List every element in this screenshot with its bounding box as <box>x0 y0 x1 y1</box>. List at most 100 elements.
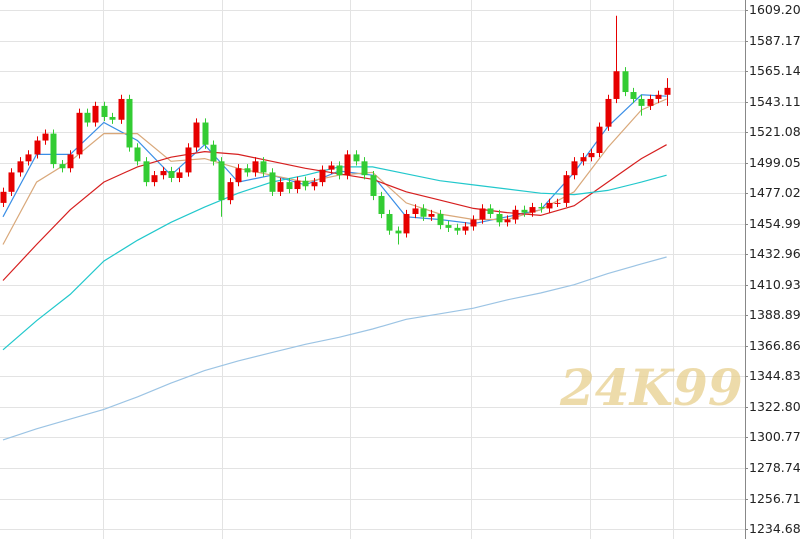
candle-body <box>176 172 183 178</box>
candle-body <box>353 154 360 162</box>
candle-body <box>361 161 368 176</box>
candle-body <box>143 161 150 183</box>
candle-body <box>302 180 309 187</box>
candle-body <box>647 98 654 106</box>
candle-body <box>437 213 444 226</box>
candle-body <box>218 161 225 201</box>
candle-body <box>470 219 477 227</box>
candle-body <box>512 209 519 220</box>
candle-body <box>252 161 259 173</box>
candle-body <box>378 195 385 214</box>
candle-body <box>84 112 91 123</box>
candle-body <box>0 191 7 203</box>
candle-body <box>420 208 427 217</box>
candle-body <box>311 182 318 187</box>
candle-body <box>344 154 351 176</box>
candle-body <box>126 98 133 148</box>
candle-body <box>370 175 377 196</box>
y-tick-label: 1256.71 <box>749 491 801 506</box>
grid <box>0 0 745 539</box>
candle-body <box>454 227 461 231</box>
y-tick-label: 1388.89 <box>749 307 801 322</box>
candle-body <box>546 202 553 209</box>
candle-body <box>151 175 158 183</box>
y-tick-label: 1322.80 <box>749 399 801 414</box>
candle-body <box>34 140 41 155</box>
candle-body <box>277 182 284 192</box>
candle-body <box>529 207 536 213</box>
candle-body <box>588 153 595 158</box>
candle-body <box>445 225 452 228</box>
candle-body <box>571 161 578 176</box>
candle-body <box>17 161 24 173</box>
candle-body <box>193 122 200 148</box>
candle-body <box>50 133 57 165</box>
candle-body <box>67 154 74 169</box>
y-tick-label: 1565.14 <box>749 63 801 78</box>
candle-body <box>202 122 209 145</box>
candle-body <box>118 98 125 120</box>
candle-body <box>260 161 267 173</box>
candle-body <box>42 133 49 141</box>
candle-body <box>655 94 662 99</box>
candle-body <box>403 213 410 234</box>
y-tick-label: 1587.17 <box>749 33 801 48</box>
candle-body <box>504 219 511 223</box>
candle-body <box>8 172 15 192</box>
candle-body <box>563 175 570 203</box>
candle-body <box>596 126 603 154</box>
candle-body <box>269 172 276 192</box>
y-tick-label: 1234.68 <box>749 521 801 536</box>
candle-body <box>160 171 167 176</box>
candle-body <box>580 157 587 162</box>
candle-body <box>487 208 494 214</box>
candle-body <box>630 92 637 99</box>
candle-body <box>210 144 217 162</box>
candle-body <box>328 165 335 170</box>
y-tick-label: 1410.93 <box>749 277 801 292</box>
candle-body <box>664 87 671 95</box>
candle-body <box>521 209 528 213</box>
candle-body <box>227 182 234 201</box>
y-tick-label: 1521.08 <box>749 124 801 139</box>
candle-body <box>613 71 620 99</box>
candle-body <box>286 182 293 190</box>
y-tick-label: 1366.86 <box>749 338 801 353</box>
y-tick-label: 1609.20 <box>749 2 801 17</box>
y-tick-label: 1543.11 <box>749 94 801 109</box>
candle-body <box>319 169 326 183</box>
watermark: 24K99 <box>559 358 743 417</box>
y-tick-label: 1477.02 <box>749 185 801 200</box>
candle-body <box>496 213 503 223</box>
candle-body <box>92 105 99 123</box>
candle-body <box>59 164 66 169</box>
y-tick-label: 1499.05 <box>749 155 801 170</box>
candle-body <box>554 202 561 204</box>
candle-body <box>294 180 301 190</box>
candle-body <box>336 165 343 176</box>
candle-body <box>185 147 192 173</box>
candle-body <box>244 168 251 173</box>
candle-body <box>101 105 108 117</box>
candle-body <box>134 147 141 162</box>
candle-body <box>168 171 175 178</box>
candle-body <box>412 208 419 214</box>
candle-body <box>25 154 32 162</box>
y-axis: 1609.20 1587.17 1565.14 1543.11 1521.08 1499.… <box>745 2 801 536</box>
candle-body <box>395 230 402 234</box>
ma-line <box>2 256 667 441</box>
candle-body <box>76 112 83 155</box>
y-tick-label: 1344.83 <box>749 368 801 383</box>
candle-body <box>235 168 242 183</box>
y-tick-label: 1454.99 <box>749 216 801 231</box>
candle-body <box>638 98 645 106</box>
candle-body <box>386 213 393 231</box>
candle-body <box>605 98 612 127</box>
candle-body <box>428 213 435 217</box>
candle-body <box>622 71 629 93</box>
y-tick-label: 1432.96 <box>749 246 801 261</box>
y-tick-label: 1278.74 <box>749 460 801 475</box>
candle-body <box>462 226 469 231</box>
